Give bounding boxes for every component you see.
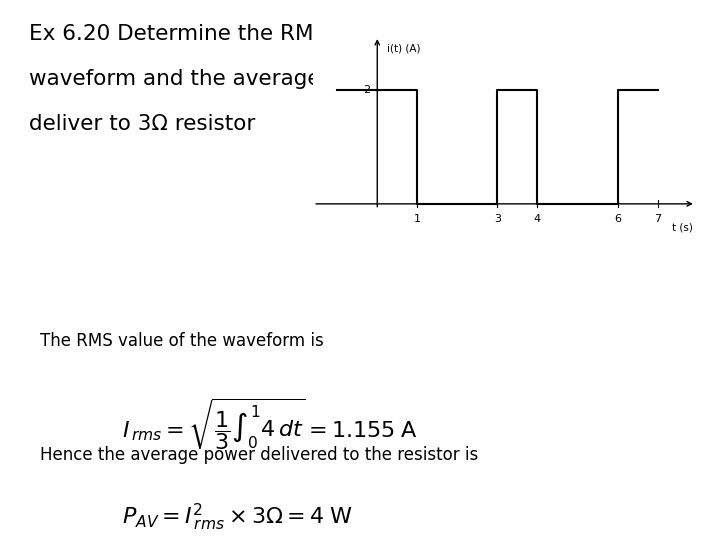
Text: $P_{AV} = I_{\,rms}^{2} \times 3\Omega = 4 \; \mathrm{W}$: $P_{AV} = I_{\,rms}^{2} \times 3\Omega =…	[122, 502, 354, 534]
Text: Hence the average power delivered to the resistor is: Hence the average power delivered to the…	[40, 446, 478, 463]
Text: 3: 3	[494, 214, 501, 224]
Text: 4: 4	[534, 214, 541, 224]
Text: deliver to 3Ω resistor: deliver to 3Ω resistor	[29, 114, 255, 134]
Text: Ex 6.20 Determine the RMS value of the current: Ex 6.20 Determine the RMS value of the c…	[29, 24, 547, 44]
Text: t (s): t (s)	[672, 222, 693, 232]
Text: 7: 7	[654, 214, 661, 224]
Text: waveform and the average power this would: waveform and the average power this woul…	[29, 69, 511, 89]
Text: 6: 6	[614, 214, 621, 224]
Text: The RMS value of the waveform is: The RMS value of the waveform is	[40, 332, 323, 350]
Text: i(t) (A): i(t) (A)	[387, 44, 420, 53]
Text: 1: 1	[414, 214, 420, 224]
Text: 2: 2	[363, 85, 370, 95]
Text: $I_{\,rms} = \sqrt{\dfrac{1}{3}\int_0^{1} 4\,dt} = 1.155 \; \mathrm{A}$: $I_{\,rms} = \sqrt{\dfrac{1}{3}\int_0^{1…	[122, 397, 418, 453]
